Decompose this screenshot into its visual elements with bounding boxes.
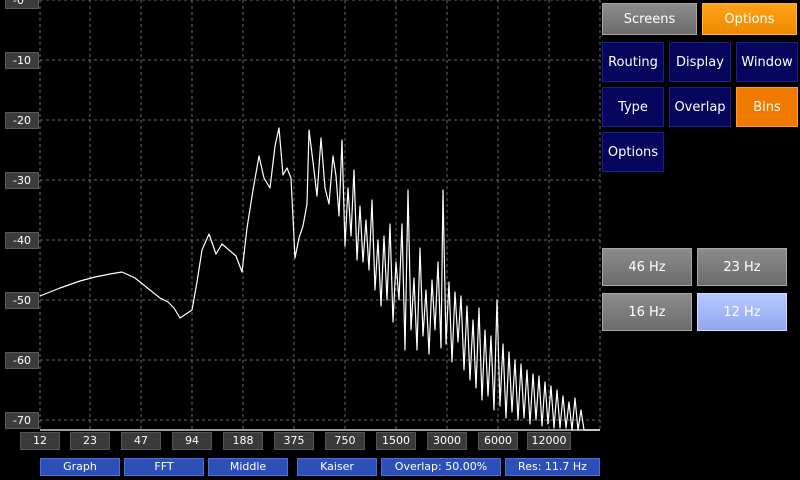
routing-button[interactable]: Routing [602, 42, 664, 82]
x-axis-label: 1500 [376, 432, 416, 450]
window-button[interactable]: Window [736, 42, 798, 82]
x-axis-label: 188 [223, 432, 263, 450]
screens-button[interactable]: Screens [602, 3, 697, 35]
x-axis-label: 94 [172, 432, 212, 450]
y-axis-label: -60 [5, 352, 39, 369]
x-axis-label: 23 [70, 432, 110, 450]
x-axis-label: 6000 [478, 432, 518, 450]
display-button[interactable]: Display [669, 42, 731, 82]
status-resolution[interactable]: Res: 11.7 Hz [505, 458, 600, 476]
y-axis-label: -10 [5, 52, 39, 69]
type-button[interactable]: Type [602, 87, 664, 127]
status-graph[interactable]: Graph [40, 458, 120, 476]
y-axis-label: -20 [5, 112, 39, 129]
x-axis-label: 375 [274, 432, 314, 450]
status-fft[interactable]: FFT [124, 458, 204, 476]
y-axis-label: -40 [5, 232, 39, 249]
overlap-button[interactable]: Overlap [669, 87, 731, 127]
bin-12hz-button[interactable]: 12 Hz [697, 293, 787, 331]
options-tab-button[interactable]: Options [702, 3, 797, 35]
x-axis-label: 47 [121, 432, 161, 450]
status-position[interactable]: Middle [208, 458, 288, 476]
status-window[interactable]: Kaiser [297, 458, 377, 476]
y-axis-label: -0 [5, 0, 39, 9]
plot-grid [40, 0, 600, 430]
bin-46hz-button[interactable]: 46 Hz [602, 248, 692, 286]
x-axis-label: 12 [20, 432, 60, 450]
status-overlap[interactable]: Overlap: 50.00% [381, 458, 501, 476]
y-axis-label: -70 [5, 412, 39, 429]
options-button[interactable]: Options [602, 132, 664, 172]
bin-16hz-button[interactable]: 16 Hz [602, 293, 692, 331]
y-axis-label: -50 [5, 292, 39, 309]
x-axis-label: 750 [325, 432, 365, 450]
x-axis-label: 12000 [527, 432, 571, 450]
x-axis-label: 3000 [427, 432, 467, 450]
bins-button[interactable]: Bins [736, 87, 798, 127]
spectrum-trace [40, 128, 600, 430]
bin-23hz-button[interactable]: 23 Hz [697, 248, 787, 286]
y-axis-label: -30 [5, 172, 39, 189]
